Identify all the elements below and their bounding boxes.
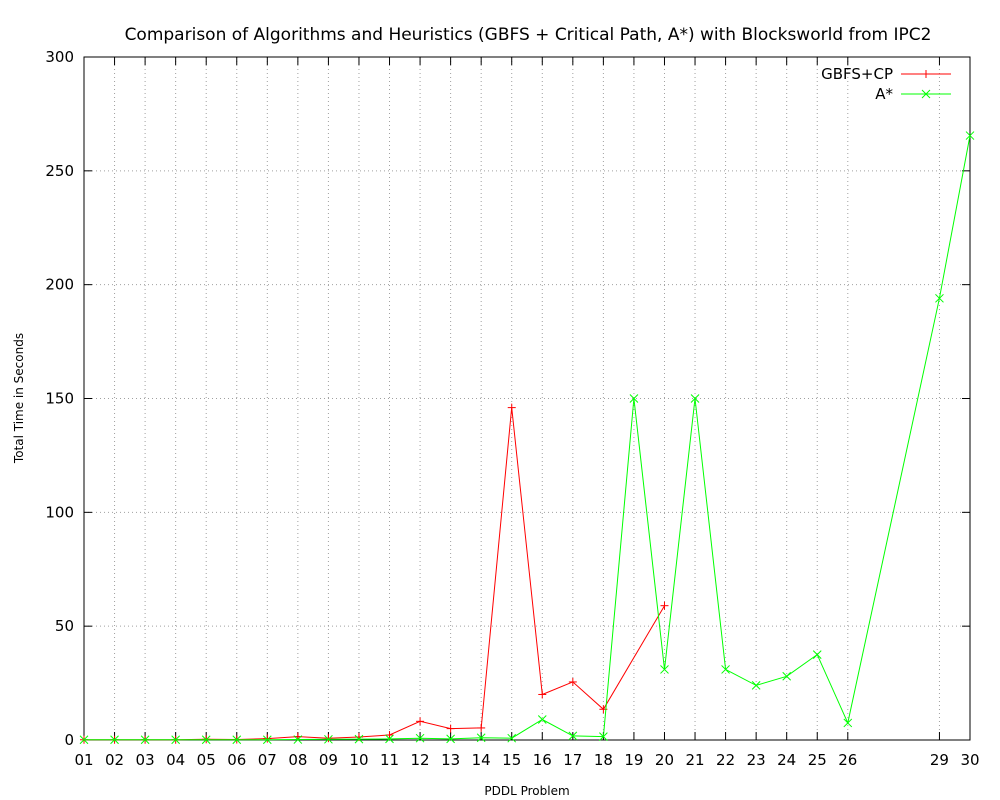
x-tick-label: 20	[655, 751, 674, 769]
x-tick-label: 21	[685, 751, 704, 769]
x-tick-label: 03	[136, 751, 155, 769]
x-tick-label: 05	[197, 751, 216, 769]
x-tick-label: 02	[105, 751, 124, 769]
data-point	[263, 734, 272, 743]
x-tick-label: 09	[319, 751, 338, 769]
data-point	[507, 733, 517, 743]
data-point	[629, 394, 639, 403]
x-tick-label: 19	[624, 751, 643, 769]
x-axis-label: PDDL Problem	[484, 784, 569, 798]
data-point	[538, 690, 547, 699]
data-point	[599, 732, 608, 741]
data-point	[293, 735, 303, 744]
data-point	[507, 403, 516, 412]
legend-marker	[922, 70, 930, 78]
x-tick-label: 08	[288, 751, 307, 769]
data-point	[385, 734, 394, 744]
y-tick-label: 100	[45, 503, 74, 521]
data-point	[568, 731, 578, 741]
y-axis-label: Total Time in Seconds	[12, 333, 26, 464]
data-point	[537, 715, 547, 724]
x-tick-label: 14	[472, 751, 491, 769]
x-tick-label: 26	[838, 751, 857, 769]
data-point	[140, 735, 150, 745]
y-tick-label: 150	[45, 390, 74, 408]
x-tick-label: 17	[563, 751, 582, 769]
data-point	[690, 394, 700, 403]
data-point	[171, 735, 181, 745]
data-point	[721, 665, 730, 674]
data-point	[110, 735, 119, 745]
data-point	[935, 293, 944, 303]
data-point	[385, 730, 394, 739]
data-point	[324, 734, 333, 744]
grid	[84, 57, 970, 740]
legend-entry: GBFS+CP	[821, 65, 951, 83]
data-point	[446, 734, 455, 744]
data-point	[751, 681, 761, 690]
x-tick-label: 15	[502, 751, 521, 769]
data-point	[477, 723, 486, 732]
x-tick-label: 13	[441, 751, 460, 769]
data-point	[812, 650, 822, 659]
data-point	[843, 718, 853, 728]
data-point	[782, 671, 792, 681]
series-1	[79, 131, 975, 745]
x-tick-label: 04	[166, 751, 185, 769]
x-tick-label: 10	[349, 751, 368, 769]
data-point	[965, 131, 975, 140]
data-point	[446, 724, 455, 733]
chart-title: Comparison of Algorithms and Heuristics …	[125, 25, 932, 45]
x-tick-label: 12	[411, 751, 430, 769]
legend-label: A*	[875, 85, 893, 103]
legend-label: GBFS+CP	[821, 65, 893, 83]
data-point	[262, 735, 272, 745]
data-point	[660, 665, 669, 674]
data-point	[79, 735, 89, 745]
y-tick-label: 250	[45, 162, 74, 180]
x-tick-label: 22	[716, 751, 735, 769]
x-tick-label: 16	[533, 751, 552, 769]
y-tick-label: 300	[45, 48, 74, 66]
x-tick-label: 23	[747, 751, 766, 769]
legend-marker	[921, 89, 931, 99]
series-line	[84, 407, 665, 741]
series-layer	[79, 131, 975, 745]
x-tick-label: 11	[380, 751, 399, 769]
x-tick-label: 29	[930, 751, 949, 769]
data-point	[232, 735, 242, 745]
x-tick-label: 06	[227, 751, 246, 769]
data-point	[354, 734, 364, 744]
data-point	[416, 717, 425, 726]
legend: GBFS+CP A*	[821, 65, 951, 103]
data-point	[476, 733, 486, 743]
x-tick-label: 25	[808, 751, 827, 769]
data-point	[415, 733, 425, 743]
y-tick-label: 50	[55, 617, 74, 635]
x-tick-label: 24	[777, 751, 796, 769]
x-tick-label: 07	[258, 751, 277, 769]
y-tick-label: 0	[64, 731, 74, 749]
data-point	[201, 735, 211, 745]
series-line	[84, 135, 971, 741]
y-tick-label: 200	[45, 276, 74, 294]
x-tick-label: 30	[960, 751, 979, 769]
legend-entry: A*	[875, 85, 951, 103]
x-tick-label: 01	[74, 751, 93, 769]
data-point	[568, 677, 577, 686]
axis-ticks: 0 50 100 150 200 250 300 01 02 03 04 05 06 07 08 09 10 11…	[45, 48, 979, 769]
data-point	[660, 601, 669, 610]
x-tick-label: 18	[594, 751, 613, 769]
series-0	[80, 403, 669, 744]
data-point	[324, 734, 333, 743]
